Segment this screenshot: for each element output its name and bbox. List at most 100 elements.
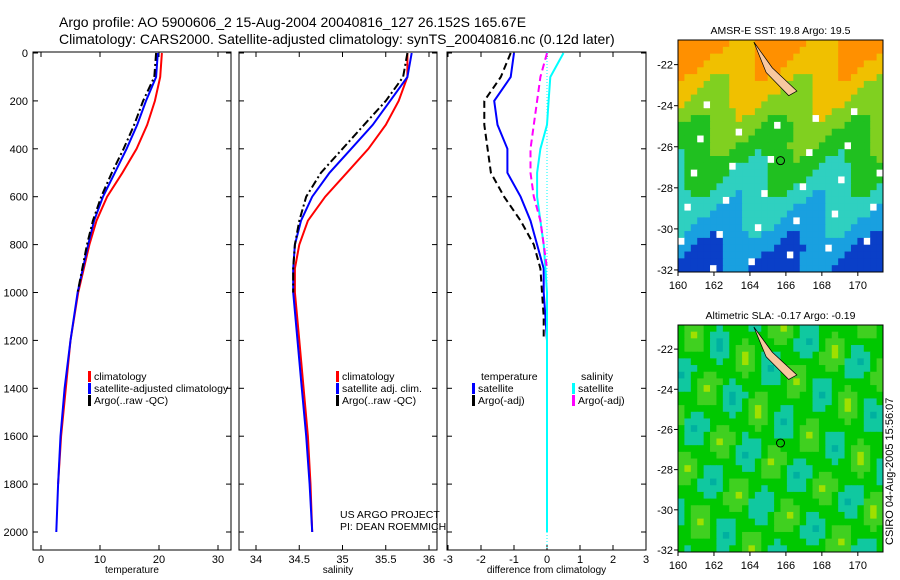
- map-cell: [742, 451, 749, 460]
- map-cell: [818, 378, 826, 386]
- map-y-tick-label: -24: [657, 101, 673, 113]
- map-cell: [703, 46, 711, 55]
- map-cell: [780, 451, 788, 460]
- map-cell: [690, 471, 698, 480]
- map-cell: [831, 87, 839, 96]
- map-cell: [754, 87, 762, 96]
- map-cell: [729, 545, 737, 553]
- map-cell: [818, 101, 826, 109]
- map-cell: [799, 210, 807, 218]
- legend-label: satellite: [578, 383, 614, 395]
- map-cell: [806, 505, 814, 513]
- map-cell: [780, 40, 788, 48]
- map-cell: [806, 425, 814, 433]
- map-cell: [716, 74, 724, 82]
- map-cell: [857, 60, 865, 68]
- map-cell: [690, 358, 698, 366]
- map-cell: [767, 149, 775, 157]
- map-cell: [684, 345, 692, 353]
- map-cell: [831, 40, 839, 48]
- map-cell: [690, 385, 698, 393]
- map-cell: [876, 391, 884, 399]
- map-cell: [729, 265, 737, 273]
- map-title: Altimetric SLA: -0.17 Argo: -0.19: [706, 310, 856, 322]
- map-cell: [735, 425, 743, 433]
- map-cell: [812, 169, 820, 177]
- map-cell: [825, 94, 833, 102]
- map-cell: [678, 358, 685, 366]
- map-cell: [748, 391, 756, 399]
- map-cell: [806, 371, 814, 379]
- map-cell: [786, 418, 794, 426]
- map-cell: [857, 224, 865, 232]
- map-cell: [678, 135, 685, 143]
- map-cell: [818, 121, 826, 130]
- new-caledonia-landmass: [753, 326, 798, 380]
- map-cell: [793, 74, 801, 82]
- map-cell: [793, 156, 801, 164]
- map-cell: [761, 142, 769, 150]
- map-cell: [690, 224, 698, 232]
- map-cell: [818, 498, 826, 506]
- map-cell: [844, 498, 852, 506]
- map-cell: [780, 53, 788, 61]
- map-y-tick-label: -30: [657, 224, 673, 236]
- map-cell: [844, 237, 852, 246]
- map-cell: [863, 351, 871, 359]
- map-cell: [703, 405, 711, 413]
- map-cell: [697, 217, 705, 225]
- map-cell: [748, 231, 756, 239]
- map-cell: [793, 183, 801, 191]
- map-cell: [722, 418, 730, 426]
- map-x-tick-label: 160: [669, 280, 687, 292]
- map-cell: [697, 478, 705, 486]
- map-cell: [748, 411, 756, 419]
- map-cell: [774, 345, 781, 353]
- map-cell: [863, 338, 871, 346]
- map-cell: [735, 491, 743, 500]
- map-cell: [729, 40, 737, 48]
- map-cell: [748, 445, 756, 453]
- map-cell: [825, 518, 833, 526]
- map-cell: [703, 525, 711, 533]
- map-cell: [838, 358, 846, 366]
- map-cell: [703, 169, 711, 177]
- map-cell: [806, 176, 814, 184]
- map-cell: [742, 60, 749, 68]
- map-cell: [831, 398, 839, 406]
- map-cell: [825, 190, 833, 198]
- map-cell: [812, 176, 820, 184]
- map-cell: [876, 244, 884, 253]
- map-cell: [710, 391, 717, 399]
- map-cell: [786, 237, 794, 246]
- map-cell: [818, 203, 826, 212]
- map-cell: [729, 478, 737, 486]
- map-cell: [870, 101, 878, 109]
- map-cell: [812, 385, 820, 393]
- map-cell: [761, 108, 769, 116]
- map-cell: [748, 108, 756, 116]
- map-cell: [793, 237, 801, 246]
- map-cell: [767, 378, 775, 386]
- map-cell: [812, 162, 820, 171]
- map-cell: [678, 471, 685, 480]
- map-cell: [710, 378, 717, 386]
- map-cell: [697, 53, 705, 61]
- map-cell: [774, 53, 781, 61]
- map-cell: [754, 94, 762, 102]
- map-cell: [767, 511, 775, 520]
- map-cell: [703, 491, 711, 500]
- map-cell: [786, 425, 794, 433]
- map-cell: [742, 465, 749, 473]
- map-cell: [850, 40, 858, 48]
- map-cell: [678, 405, 685, 413]
- map-cell: [684, 398, 692, 406]
- map-cell: [678, 121, 685, 130]
- map-cell: [838, 438, 846, 446]
- map-cell: [735, 331, 743, 339]
- map-cell: [793, 478, 801, 486]
- map-cell: [774, 128, 781, 137]
- map-cell: [678, 101, 685, 109]
